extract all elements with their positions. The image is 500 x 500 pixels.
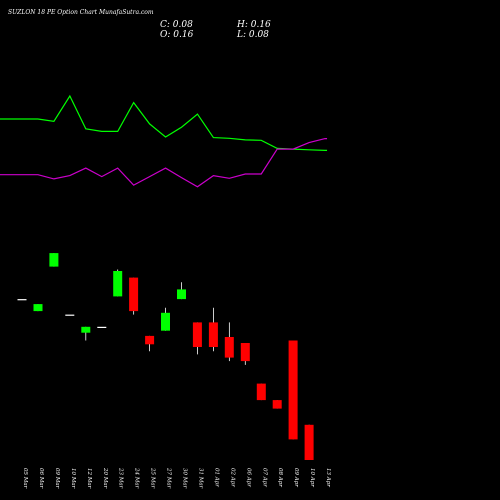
- candle-body: [65, 314, 75, 316]
- candle: [256, 383, 266, 401]
- x-tick-label: 13 Apr: [325, 468, 331, 487]
- chart-title: SUZLON 18 PE Option Chart MunafaSutra.co…: [8, 9, 154, 16]
- candle-body: [256, 383, 266, 401]
- x-tick-label: 30 Mar: [182, 468, 188, 489]
- x-tick-label: 07 Apr: [261, 468, 267, 487]
- x-tick-label: 10 Mar: [70, 468, 76, 489]
- candle-body: [192, 322, 202, 347]
- indicator-line-2: [0, 138, 328, 188]
- candle-body: [240, 343, 250, 362]
- x-tick-label: 27 Mar: [166, 467, 172, 489]
- open-value: O: 0.16: [160, 30, 194, 40]
- candle: [97, 326, 107, 328]
- x-tick-label: 20 Mar: [102, 467, 108, 489]
- x-tick-label: 25 Mar: [150, 467, 156, 489]
- candle: [17, 299, 27, 301]
- candle-body: [113, 271, 123, 297]
- x-tick-label: 02 Apr: [229, 468, 235, 487]
- candle: [272, 400, 282, 409]
- candle: [113, 269, 123, 297]
- candle: [129, 277, 139, 315]
- candle-body: [161, 312, 170, 331]
- candle: [49, 253, 59, 267]
- candle-body: [224, 337, 234, 358]
- x-tick-label: 06 Mar: [38, 468, 44, 489]
- x-tick-label: 05 Mar: [22, 468, 28, 489]
- x-tick-label: 06 Apr: [245, 468, 251, 487]
- x-tick-label: 31 Mar: [197, 468, 203, 489]
- low-value: L: 0.08: [236, 30, 269, 40]
- candle: [65, 314, 75, 316]
- candle: [161, 307, 170, 331]
- x-tick-label: 01 Apr: [213, 468, 219, 487]
- candle: [304, 424, 314, 460]
- candle-body: [129, 277, 139, 312]
- candle: [208, 307, 218, 352]
- x-tick-label: 10 Apr: [309, 468, 315, 487]
- candle: [177, 282, 186, 300]
- candle: [224, 322, 234, 362]
- candle: [240, 343, 250, 365]
- candle-body: [33, 304, 43, 312]
- candle-body: [17, 299, 27, 301]
- candle: [33, 304, 43, 312]
- candle-body: [177, 289, 186, 300]
- x-tick-label: 08 Apr: [277, 468, 283, 487]
- candle: [145, 335, 155, 352]
- candle: [81, 326, 91, 341]
- x-tick-label: 09 Apr: [293, 468, 299, 487]
- candle-body: [49, 253, 59, 267]
- candle: [288, 340, 298, 440]
- x-tick-label: 12 Mar: [86, 468, 92, 489]
- x-axis-ticks: 05 Mar 06 Mar 09 Mar 10 Mar 12 Mar 20 Mar 23 M…: [22, 467, 331, 489]
- high-value: H: 0.16: [236, 20, 271, 30]
- candle-body: [272, 400, 282, 409]
- candle-body: [208, 322, 218, 347]
- candle-body: [97, 326, 107, 328]
- x-tick-label: 09 Mar: [54, 468, 60, 489]
- x-tick-label: 24 Mar: [134, 467, 140, 489]
- indicator-lines: [0, 94, 328, 188]
- candle-body: [145, 335, 155, 345]
- candle-body: [304, 424, 314, 460]
- close-value: C: 0.08: [160, 20, 193, 30]
- candle-body: [288, 340, 298, 440]
- x-tick-label: 23 Mar: [118, 467, 124, 489]
- candles: [17, 253, 314, 460]
- candle-body: [81, 326, 91, 333]
- candle: [192, 322, 202, 355]
